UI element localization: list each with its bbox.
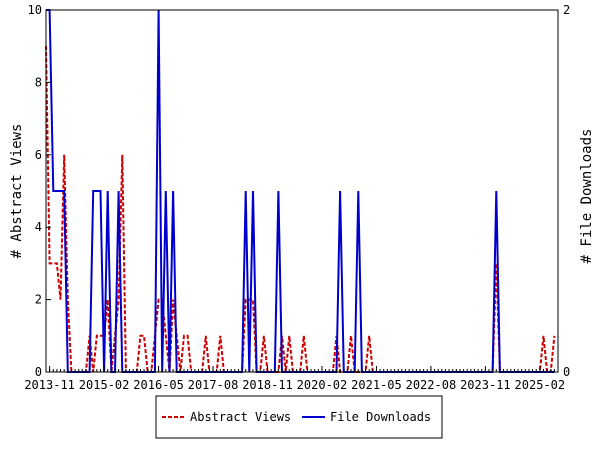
y-left-tick-label: 2 <box>35 293 42 307</box>
x-tick-label: 2021-05 <box>351 378 402 392</box>
chart-marks <box>45 9 556 373</box>
x-tick-label: 2023-11 <box>460 378 511 392</box>
y-left-tick-label: 10 <box>28 3 42 17</box>
x-tick-label: 2025-02 <box>515 378 566 392</box>
plot-frame <box>45 9 559 373</box>
x-tick-label: 2020-02 <box>297 378 348 392</box>
x-tick-label: 2016-05 <box>133 378 184 392</box>
legend-label-file-downloads: File Downloads <box>330 410 431 424</box>
y-axis-left-label: # Abstract Views <box>9 124 25 259</box>
x-tick-label: 2013-11 <box>24 378 75 392</box>
legend: Abstract Views File Downloads <box>155 395 443 439</box>
y-left-tick-label: 4 <box>35 220 42 234</box>
y-left-tick-label: 6 <box>35 148 42 162</box>
y-left-tick-label: 8 <box>35 75 42 89</box>
legend-box <box>155 395 443 439</box>
y-right-tick-label: 2 <box>563 3 570 17</box>
x-tick-label: 2017-08 <box>188 378 239 392</box>
x-tick-label: 2015-02 <box>79 378 130 392</box>
chart-axes: 2013-11 2015-02 2016-05 2017-08 2018-11 2020-… <box>24 3 570 392</box>
x-tick-label: 2022-08 <box>406 378 457 392</box>
y-axis-right-label: # File Downloads <box>579 129 595 264</box>
x-tick-label: 2018-11 <box>242 378 293 392</box>
legend-label-abstract-views: Abstract Views <box>190 410 291 424</box>
y-left-tick-label: 0 <box>35 365 42 379</box>
y-right-tick-label: 0 <box>563 365 570 379</box>
